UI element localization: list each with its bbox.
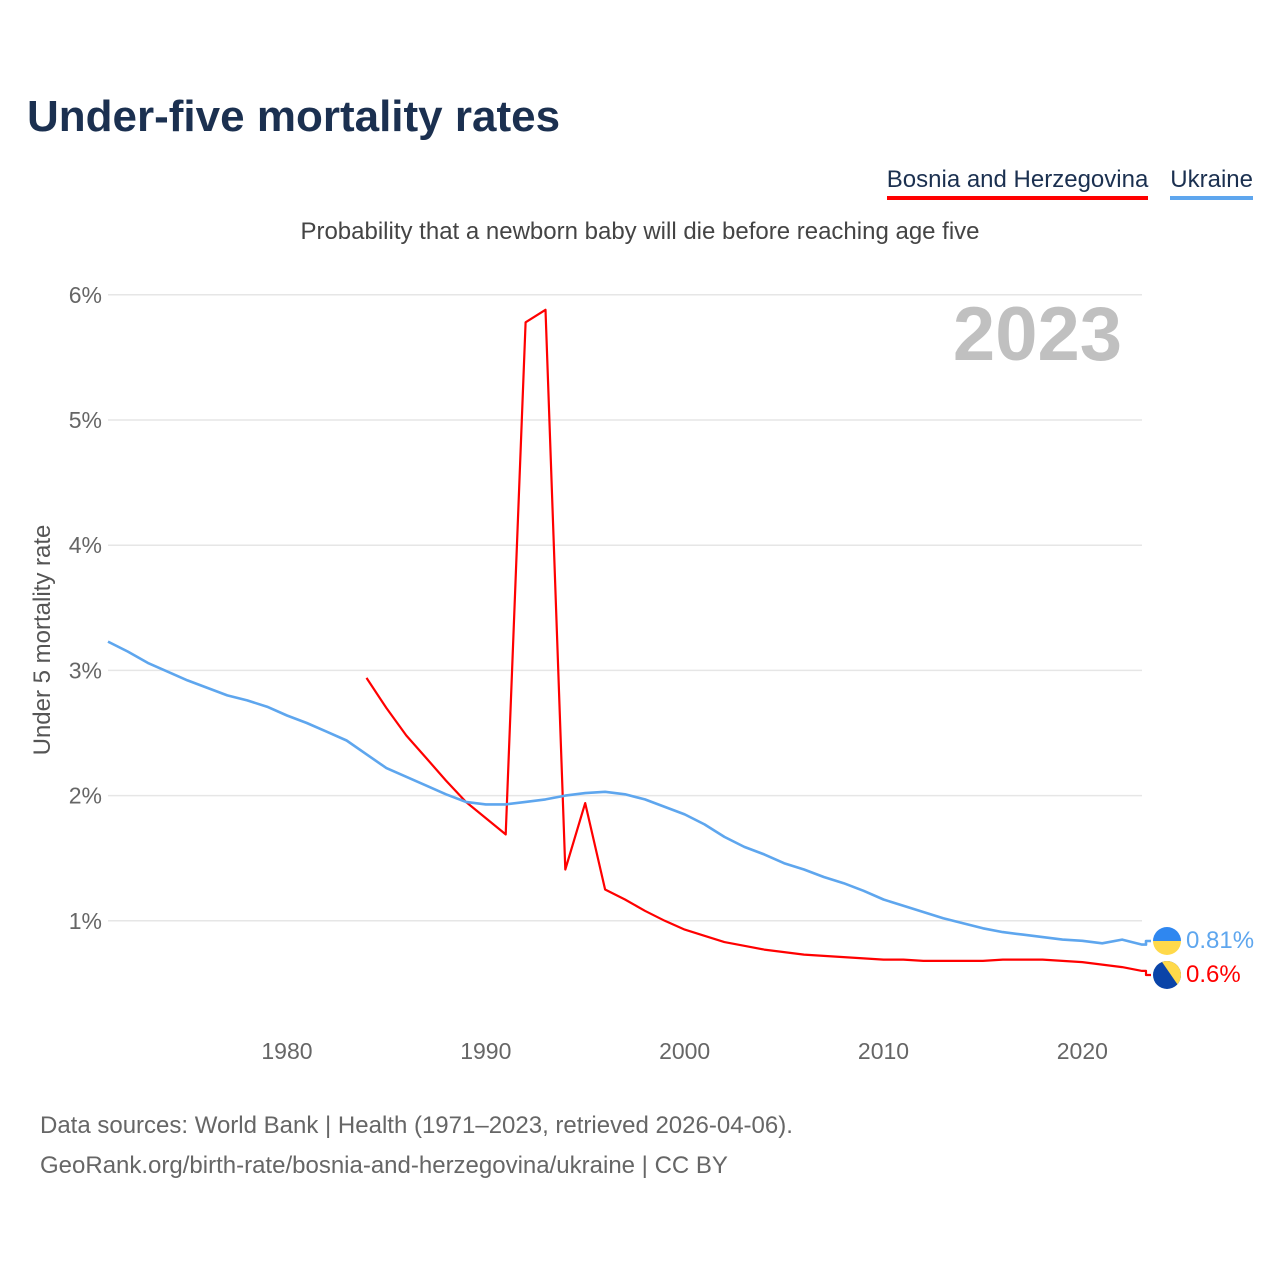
legend-item-bosnia[interactable]: Bosnia and Herzegovina <box>886 166 1149 200</box>
bosnia-end-label: 0.6% <box>1186 961 1241 988</box>
y-axis-label: Under 5 mortality rate <box>29 525 56 756</box>
ukraine-end-label: 0.81% <box>1186 927 1254 954</box>
series-line-ukraine <box>107 640 1151 946</box>
y-tick-label: 4% <box>69 532 102 558</box>
x-tick-label: 2010 <box>858 1038 909 1064</box>
x-tick-label: 1980 <box>261 1038 312 1064</box>
x-tick-label: 2000 <box>659 1038 710 1064</box>
chart-subtitle: Probability that a newborn baby will die… <box>300 218 980 245</box>
series-line-bosnia-and-herzegovina <box>365 308 1151 977</box>
y-tick-label: 2% <box>69 783 102 809</box>
chart-area: 1% 2% 3% 4% 5% 6% 1980 1990 2000 2010 2020 Under … <box>29 282 1254 1064</box>
source-text: Data sources: World Bank | Health (1971–… <box>40 1112 793 1139</box>
year-label: 2023 <box>953 292 1122 377</box>
source-link[interactable]: GeoRank.org/birth-rate/bosnia-and-herzeg… <box>40 1152 728 1179</box>
legend-item-ukraine[interactable]: Ukraine <box>1170 166 1253 200</box>
y-tick-label: 5% <box>69 407 102 433</box>
bosnia-flag-icon <box>1153 961 1181 989</box>
y-tick-label: 1% <box>69 908 102 934</box>
legend: Bosnia and Herzegovina Ukraine <box>886 166 1253 200</box>
y-tick-label: 6% <box>69 282 102 308</box>
chart-title: Under-five mortality rates <box>27 92 561 141</box>
ukraine-flag-icon <box>1153 927 1181 955</box>
x-tick-label: 2020 <box>1057 1038 1108 1064</box>
x-tick-label: 1990 <box>460 1038 511 1064</box>
footer: Data sources: World Bank | Health (1971–… <box>40 1106 793 1186</box>
y-tick-label: 3% <box>69 657 102 683</box>
